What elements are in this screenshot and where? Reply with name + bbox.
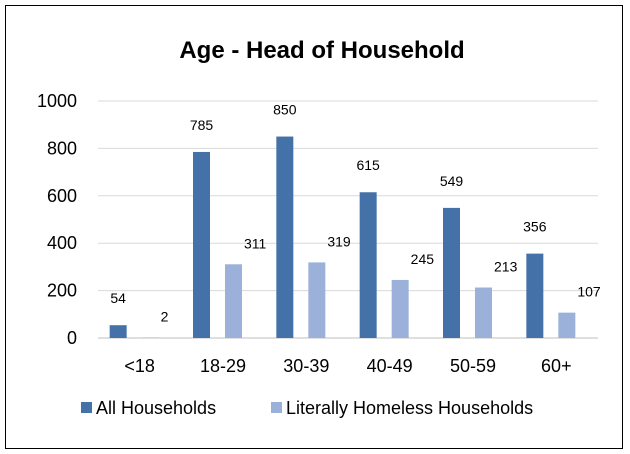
legend-swatch bbox=[81, 402, 92, 413]
y-tick-label: 0 bbox=[67, 328, 77, 348]
data-label: 785 bbox=[190, 117, 214, 133]
x-tick-label: <18 bbox=[124, 356, 155, 376]
y-axis-ticks: 0 200 400 600 800 1000 bbox=[37, 91, 77, 348]
bar-literally-homeless-5 bbox=[558, 312, 576, 338]
legend: All Households Literally Homeless Househo… bbox=[81, 398, 533, 418]
y-tick-label: 200 bbox=[47, 281, 77, 301]
data-label: 850 bbox=[273, 102, 297, 118]
bar-all-households-1 bbox=[193, 151, 210, 338]
x-tick-label: 50-59 bbox=[450, 356, 496, 376]
data-label: 213 bbox=[494, 259, 518, 275]
bars bbox=[109, 136, 576, 338]
gridlines bbox=[98, 100, 598, 339]
data-label: 549 bbox=[440, 173, 464, 189]
data-label: 356 bbox=[523, 219, 547, 235]
data-label: 107 bbox=[577, 284, 601, 300]
legend-swatch bbox=[271, 402, 282, 413]
x-tick-label: 40-49 bbox=[367, 356, 413, 376]
x-tick-label: 60+ bbox=[541, 356, 572, 376]
y-tick-label: 800 bbox=[47, 138, 77, 158]
data-label: 54 bbox=[110, 290, 126, 306]
x-tick-label: 30-39 bbox=[283, 356, 329, 376]
bar-all-households-3 bbox=[359, 192, 377, 338]
bar-literally-homeless-4 bbox=[475, 287, 492, 338]
legend-label: All Households bbox=[96, 398, 216, 418]
bar-all-households-5 bbox=[526, 253, 544, 338]
bar-literally-homeless-3 bbox=[391, 279, 409, 338]
x-tick-label: 18-29 bbox=[200, 356, 246, 376]
x-axis-ticks: <18 18-29 30-39 40-49 50-59 60+ bbox=[124, 356, 571, 376]
legend-label: Literally Homeless Households bbox=[286, 398, 533, 418]
y-tick-label: 600 bbox=[47, 186, 77, 206]
data-label: 615 bbox=[356, 157, 380, 173]
data-label: 311 bbox=[244, 235, 267, 251]
bar-literally-homeless-1 bbox=[225, 264, 242, 338]
bar-all-households-2 bbox=[276, 136, 294, 338]
chart-title: Age - Head of Household bbox=[179, 37, 464, 64]
chart-frame bbox=[5, 5, 623, 449]
y-tick-label: 400 bbox=[47, 233, 77, 253]
bar-all-households-0 bbox=[109, 325, 127, 338]
data-label: 245 bbox=[411, 251, 435, 267]
y-tick-label: 1000 bbox=[37, 91, 77, 111]
data-label: 2 bbox=[161, 309, 169, 325]
data-label: 319 bbox=[327, 233, 351, 249]
data-labels: 54 2 785 311 850 319 615 245 549 213 356 107 bbox=[110, 102, 601, 325]
bar-all-households-4 bbox=[443, 207, 460, 338]
bar-literally-homeless-2 bbox=[308, 262, 326, 338]
